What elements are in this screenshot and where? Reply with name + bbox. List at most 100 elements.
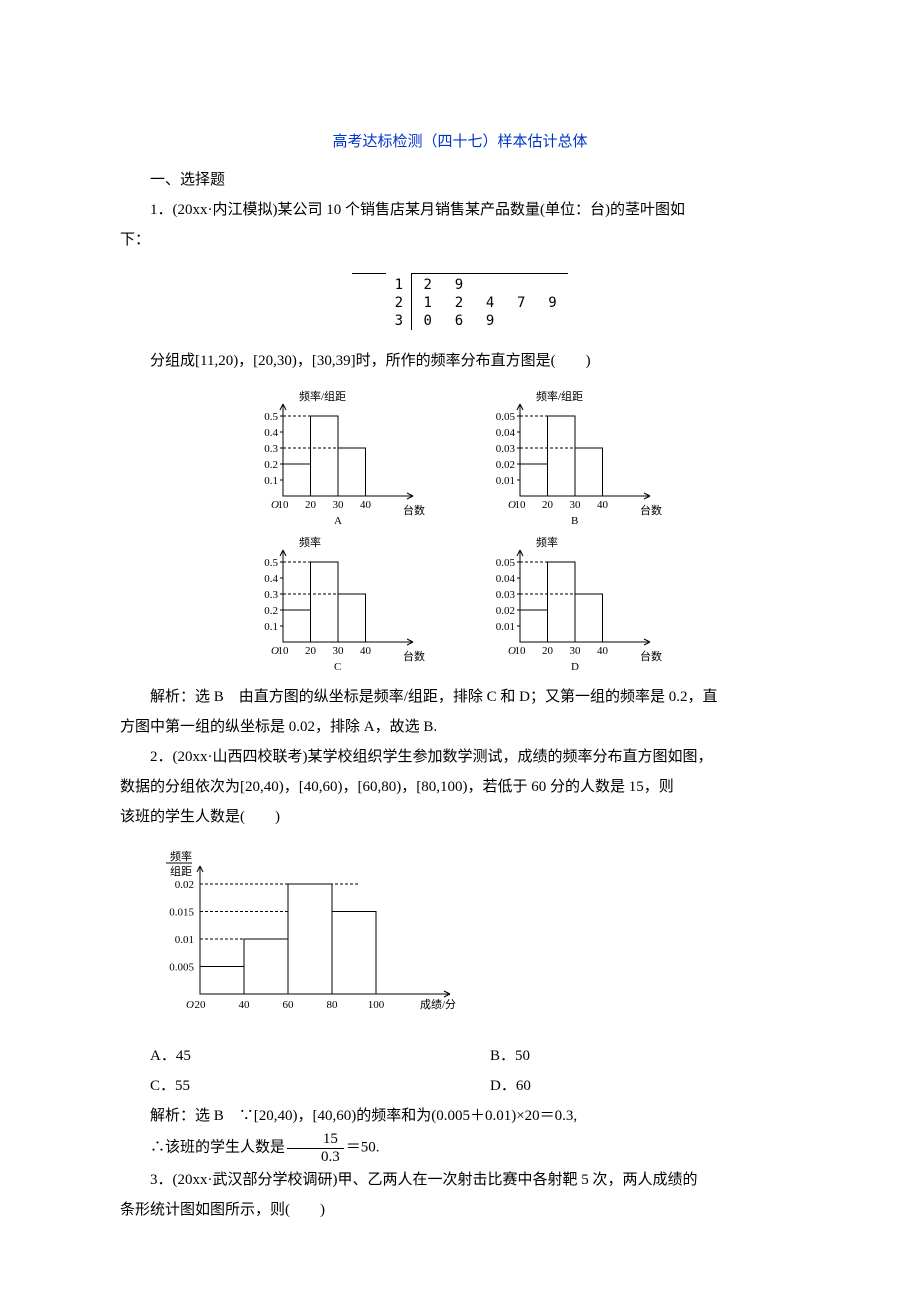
svg-text:0.02: 0.02 [496, 605, 515, 617]
frac-num: 15 [287, 1131, 344, 1149]
q1-expl-b: 方图中第一组的纵坐标是 0.02，排除 A，故选 B. [120, 712, 800, 742]
q3-stem-b: 条形统计图如图所示，则( ) [120, 1195, 800, 1225]
chart-d: 频率0.010.020.030.040.0510203040台数OD [472, 532, 672, 672]
q2-options-row-1: A．45 B．50 [120, 1041, 800, 1071]
sl-stem: 2 [386, 294, 412, 312]
svg-text:O: O [271, 499, 279, 511]
sl-leaf: 2 [443, 294, 474, 312]
sl-stem: 1 [386, 276, 412, 294]
sl-leaf: 9 [475, 312, 506, 330]
sl-leaf: 2 [412, 276, 444, 294]
sl-leaf [506, 312, 537, 330]
svg-text:20: 20 [305, 499, 317, 511]
page-title: 高考达标检测（四十七）样本估计总体 [120, 130, 800, 151]
svg-text:0.015: 0.015 [169, 907, 194, 919]
svg-text:40: 40 [597, 645, 609, 657]
q2-histogram: 频率组距0.0050.010.0150.0220406080100成绩/分O [120, 844, 480, 1024]
svg-text:30: 30 [570, 499, 582, 511]
svg-text:20: 20 [305, 645, 317, 657]
q1-expl-a: 解析：选 B 由直方图的纵坐标是频率/组距，排除 C 和 D；又第一组的频率是 … [120, 682, 800, 712]
svg-text:0.01: 0.01 [175, 934, 194, 946]
svg-text:0.03: 0.03 [496, 443, 516, 455]
svg-text:40: 40 [597, 499, 609, 511]
sl-row-3: 3 0 6 9 [352, 312, 568, 330]
svg-text:30: 30 [333, 499, 345, 511]
sl-leaf: 6 [443, 312, 474, 330]
fraction: 150.3 [287, 1131, 344, 1165]
svg-text:0.04: 0.04 [496, 427, 516, 439]
svg-text:0.5: 0.5 [264, 411, 278, 423]
q2-opt-a: A．45 [120, 1041, 460, 1071]
svg-text:0.4: 0.4 [264, 573, 278, 585]
svg-text:台数: 台数 [640, 503, 662, 517]
svg-text:O: O [271, 645, 279, 657]
sl-leaf: 1 [412, 294, 444, 312]
q2-expl2-post: ＝50. [346, 1139, 380, 1155]
svg-text:C: C [334, 661, 341, 672]
q2-options-row-2: C．55 D．60 [120, 1071, 800, 1101]
svg-text:10: 10 [278, 499, 290, 511]
q1-stem-a: 1．(20xx·内江模拟)某公司 10 个销售店某月销售某产品数量(单位：台)的… [120, 195, 800, 225]
svg-text:0.2: 0.2 [264, 605, 278, 617]
svg-text:10: 10 [515, 645, 527, 657]
svg-text:O: O [186, 999, 194, 1011]
stem-leaf-plot: 1 2 9 2 1 2 4 7 9 3 0 6 9 [345, 273, 575, 330]
sl-leaf [537, 312, 568, 330]
svg-text:40: 40 [239, 999, 251, 1011]
sl-leaf: 9 [537, 294, 568, 312]
svg-text:0.04: 0.04 [496, 573, 516, 585]
q2-stem-b: 数据的分组依次为[20,40)，[40,60)，[60,80)，[80,100)… [120, 772, 800, 802]
svg-text:频率: 频率 [536, 535, 558, 549]
svg-text:20: 20 [542, 645, 554, 657]
svg-text:40: 40 [360, 645, 372, 657]
svg-text:频率: 频率 [170, 849, 192, 863]
svg-text:0.05: 0.05 [496, 411, 516, 423]
svg-text:0.2: 0.2 [264, 459, 278, 471]
svg-text:0.02: 0.02 [175, 879, 194, 891]
svg-text:成绩/分: 成绩/分 [420, 998, 456, 1011]
svg-text:台数: 台数 [403, 503, 425, 517]
svg-text:台数: 台数 [640, 649, 662, 663]
svg-text:0.005: 0.005 [169, 962, 194, 974]
chart-b: 频率/组距0.010.020.030.040.0510203040台数OB [472, 386, 672, 526]
q1-stem-b: 下： [120, 225, 800, 255]
section-heading: 一、选择题 [120, 165, 800, 195]
svg-text:100: 100 [368, 999, 385, 1011]
chart-a: 频率/组距0.10.20.30.40.510203040台数OA [235, 386, 435, 526]
sl-leaf: 9 [443, 276, 474, 294]
svg-text:60: 60 [283, 999, 295, 1011]
svg-text:0.4: 0.4 [264, 427, 278, 439]
q2-opt-c: C．55 [120, 1071, 460, 1101]
chart-c: 频率0.10.20.30.40.510203040台数OC [235, 532, 435, 672]
svg-text:0.5: 0.5 [264, 557, 278, 569]
sl-leaf [475, 276, 506, 294]
svg-text:组距: 组距 [170, 864, 192, 878]
svg-text:0.01: 0.01 [496, 621, 515, 633]
q2-expl-2: ∴该班的学生人数是150.3＝50. [120, 1131, 800, 1165]
svg-text:10: 10 [515, 499, 527, 511]
sl-leaf [537, 276, 568, 294]
svg-text:0.03: 0.03 [496, 589, 516, 601]
svg-text:10: 10 [278, 645, 290, 657]
q1-after-leaf: 分组成[11,20)，[20,30)，[30,39]时，所作的频率分布直方图是(… [120, 346, 800, 376]
svg-text:20: 20 [195, 999, 207, 1011]
svg-text:频率/组距: 频率/组距 [536, 389, 583, 403]
q1-charts-grid: 频率/组距0.10.20.30.40.510203040台数OA 频率/组距0.… [235, 386, 685, 672]
svg-text:30: 30 [570, 645, 582, 657]
q2-opt-b: B．50 [460, 1041, 800, 1071]
q2-opt-d: D．60 [460, 1071, 800, 1101]
sl-leaf: 4 [475, 294, 506, 312]
svg-text:频率: 频率 [299, 535, 321, 549]
svg-text:A: A [334, 515, 342, 526]
svg-text:O: O [508, 499, 516, 511]
svg-text:0.05: 0.05 [496, 557, 516, 569]
sl-row-1: 1 2 9 [352, 276, 568, 294]
svg-text:O: O [508, 645, 516, 657]
sl-row-2: 2 1 2 4 7 9 [352, 294, 568, 312]
sl-leaf: 7 [506, 294, 537, 312]
q3-stem-a: 3．(20xx·武汉部分学校调研)甲、乙两人在一次射击比赛中各射靶 5 次，两人… [120, 1165, 800, 1195]
sl-leaf: 0 [412, 312, 444, 330]
svg-text:30: 30 [333, 645, 345, 657]
svg-text:频率/组距: 频率/组距 [299, 389, 346, 403]
svg-text:0.1: 0.1 [264, 621, 278, 633]
